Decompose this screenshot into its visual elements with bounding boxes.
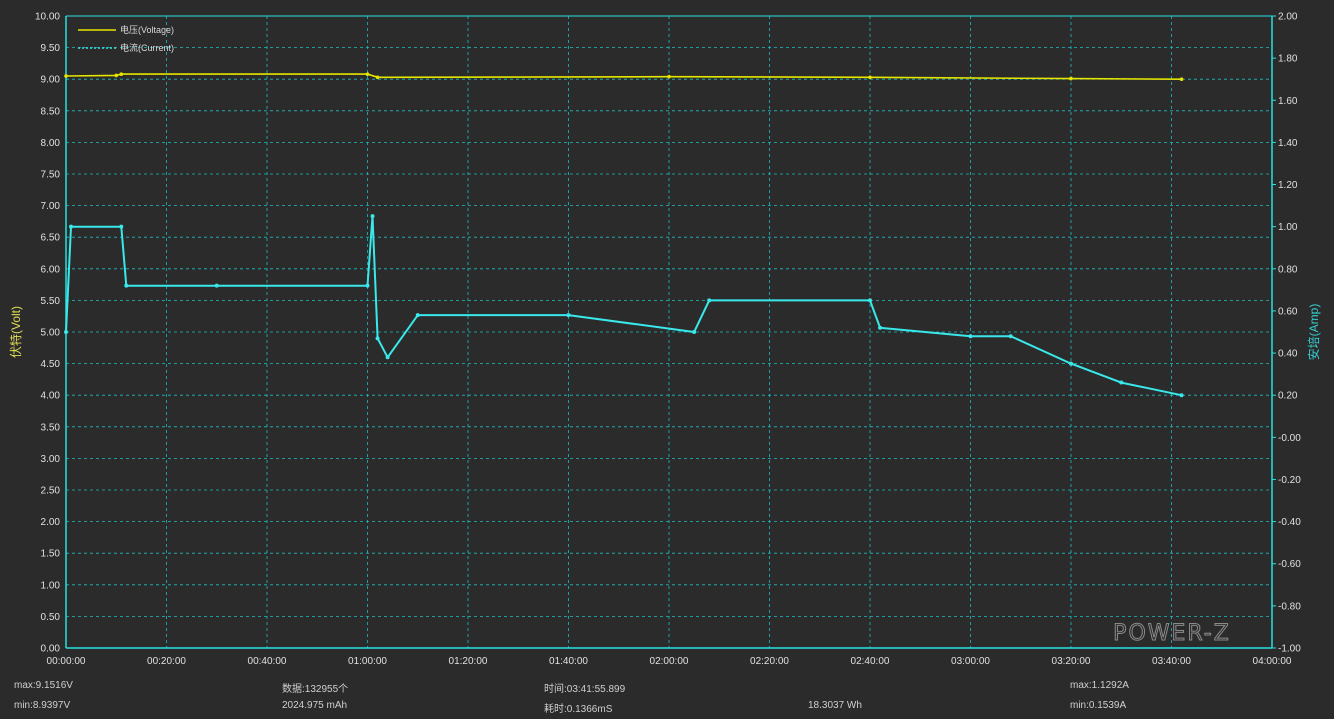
y2-tick-label: 1.40 (1278, 138, 1298, 149)
current-data-point (64, 330, 68, 334)
time-readout: 时间:03:41:55.899 (544, 684, 626, 695)
current-data-point (1069, 361, 1073, 366)
current-data-point (878, 325, 883, 330)
voltage-data-point (1069, 76, 1073, 81)
y2-tick-label: 1.60 (1278, 96, 1298, 107)
current-data-point (566, 313, 571, 318)
y2-tick-label: -0.80 (1278, 601, 1301, 612)
voltage-data-point (64, 74, 68, 78)
voltage-data-point (1179, 77, 1184, 81)
y2-tick-label: -0.40 (1278, 517, 1301, 528)
y-tick-label: 8.50 (41, 106, 61, 117)
y-tick-label: 3.50 (41, 422, 61, 433)
voltage-data-point (667, 74, 671, 79)
y2-tick-label: 1.20 (1278, 180, 1298, 191)
current-series-line (65, 216, 1182, 397)
current-data-point (119, 224, 124, 229)
y2-tick-label: 0.40 (1278, 349, 1298, 360)
y2-tick-label: -1.00 (1278, 644, 1301, 655)
y2-tick-label: 1.00 (1278, 222, 1298, 233)
energy-readout: 18.3037 Wh (808, 700, 862, 711)
y-tick-label: 4.50 (41, 359, 61, 370)
data-count: 数据:132955个 (282, 684, 349, 695)
y-tick-label: 6.00 (41, 264, 61, 275)
voltage-data-point (868, 75, 872, 80)
current-data-point (1179, 393, 1184, 398)
x-tick-label: 04:00:00 (1253, 656, 1292, 667)
current-data-point (968, 334, 973, 339)
current-data-point (868, 298, 872, 303)
y-tick-label: 8.00 (41, 138, 61, 149)
x-tick-label: 01:40:00 (549, 656, 588, 667)
current-data-point (415, 313, 420, 318)
y-axis-title: 伏特(Volt) (8, 306, 23, 358)
y2-tick-label: 1.80 (1278, 54, 1298, 65)
y-tick-label: 7.50 (41, 170, 61, 181)
current-data-point (370, 214, 375, 219)
x-tick-label: 00:40:00 (248, 656, 287, 667)
voltage-data-point (114, 73, 119, 78)
y2-tick-label: 0.20 (1278, 391, 1298, 402)
y2-tick-label: 2.00 (1278, 12, 1298, 23)
x-tick-label: 02:40:00 (851, 656, 890, 667)
y2-tick-label: 0.80 (1278, 264, 1298, 275)
x-tick-label: 03:40:00 (1152, 656, 1191, 667)
voltage-min: min:8.9397V (14, 700, 71, 711)
y2-tick-label: 0.60 (1278, 306, 1298, 317)
y-tick-label: 9.00 (41, 75, 61, 86)
y-tick-label: 1.50 (41, 549, 61, 560)
capacity: 2024.975 mAh (282, 700, 348, 711)
current-data-point (692, 330, 697, 334)
voltage-max: max:9.1516V (14, 680, 73, 691)
legend-current-label: 电流(Current) (120, 42, 174, 53)
x-tick-label: 00:20:00 (147, 656, 186, 667)
x-tick-label: 02:00:00 (650, 656, 689, 667)
current-max: max:1.1292A (1070, 680, 1129, 691)
voltage-data-point (119, 72, 124, 76)
current-min: min:0.1539A (1070, 700, 1127, 711)
x-tick-label: 01:00:00 (348, 656, 387, 667)
current-data-point (365, 283, 370, 288)
chart: 0.00 0.50 1.00 1.50 2.00 2.50 3.00 3.50 4.00 4.50… (8, 12, 1321, 668)
y-tick-label: 0.00 (41, 644, 61, 655)
current-data-point (124, 283, 129, 288)
voltage-series-line (65, 73, 1182, 80)
y-tick-label: 2.00 (41, 517, 61, 528)
x-tick-label: 00:00:00 (47, 656, 86, 667)
x-tick-label: 03:20:00 (1052, 656, 1091, 667)
y-tick-label: 3.00 (41, 454, 61, 465)
brand-watermark: POWER-Z (1113, 621, 1231, 646)
voltage-data-point (375, 75, 380, 80)
voltage-data-point (365, 72, 370, 76)
current-data-point (1119, 380, 1124, 385)
x-tick-label: 01:20:00 (449, 656, 488, 667)
y-tick-label: 5.50 (41, 296, 61, 307)
y-tick-label: 7.00 (41, 201, 61, 212)
y-tick-label: 6.50 (41, 233, 61, 244)
y-tick-label: 2.50 (41, 486, 61, 497)
current-data-point (214, 283, 219, 288)
y2-tick-label: -0.60 (1278, 559, 1301, 570)
current-data-point (1008, 334, 1013, 339)
y-tick-label: 0.50 (41, 612, 61, 623)
y-tick-label: 1.00 (41, 580, 61, 591)
y2-tick-label: -0.20 (1278, 475, 1301, 486)
y-tick-label: 10.00 (35, 12, 60, 23)
x-tick-label: 03:00:00 (951, 656, 990, 667)
y2-tick-label: -0.00 (1278, 433, 1301, 444)
y-tick-label: 9.50 (41, 43, 61, 54)
legend-voltage-label: 电压(Voltage) (120, 24, 174, 35)
elapsed-readout: 耗时:0.1366mS (544, 704, 613, 715)
current-data-point (385, 355, 390, 360)
x-tick-label: 02:20:00 (750, 656, 789, 667)
current-data-point (375, 336, 380, 341)
current-data-point (69, 224, 74, 229)
y-tick-label: 5.00 (41, 328, 61, 339)
current-data-point (707, 298, 712, 303)
y2-axis-title: 安培(Amp) (1306, 304, 1321, 361)
y-tick-label: 4.00 (41, 391, 61, 402)
